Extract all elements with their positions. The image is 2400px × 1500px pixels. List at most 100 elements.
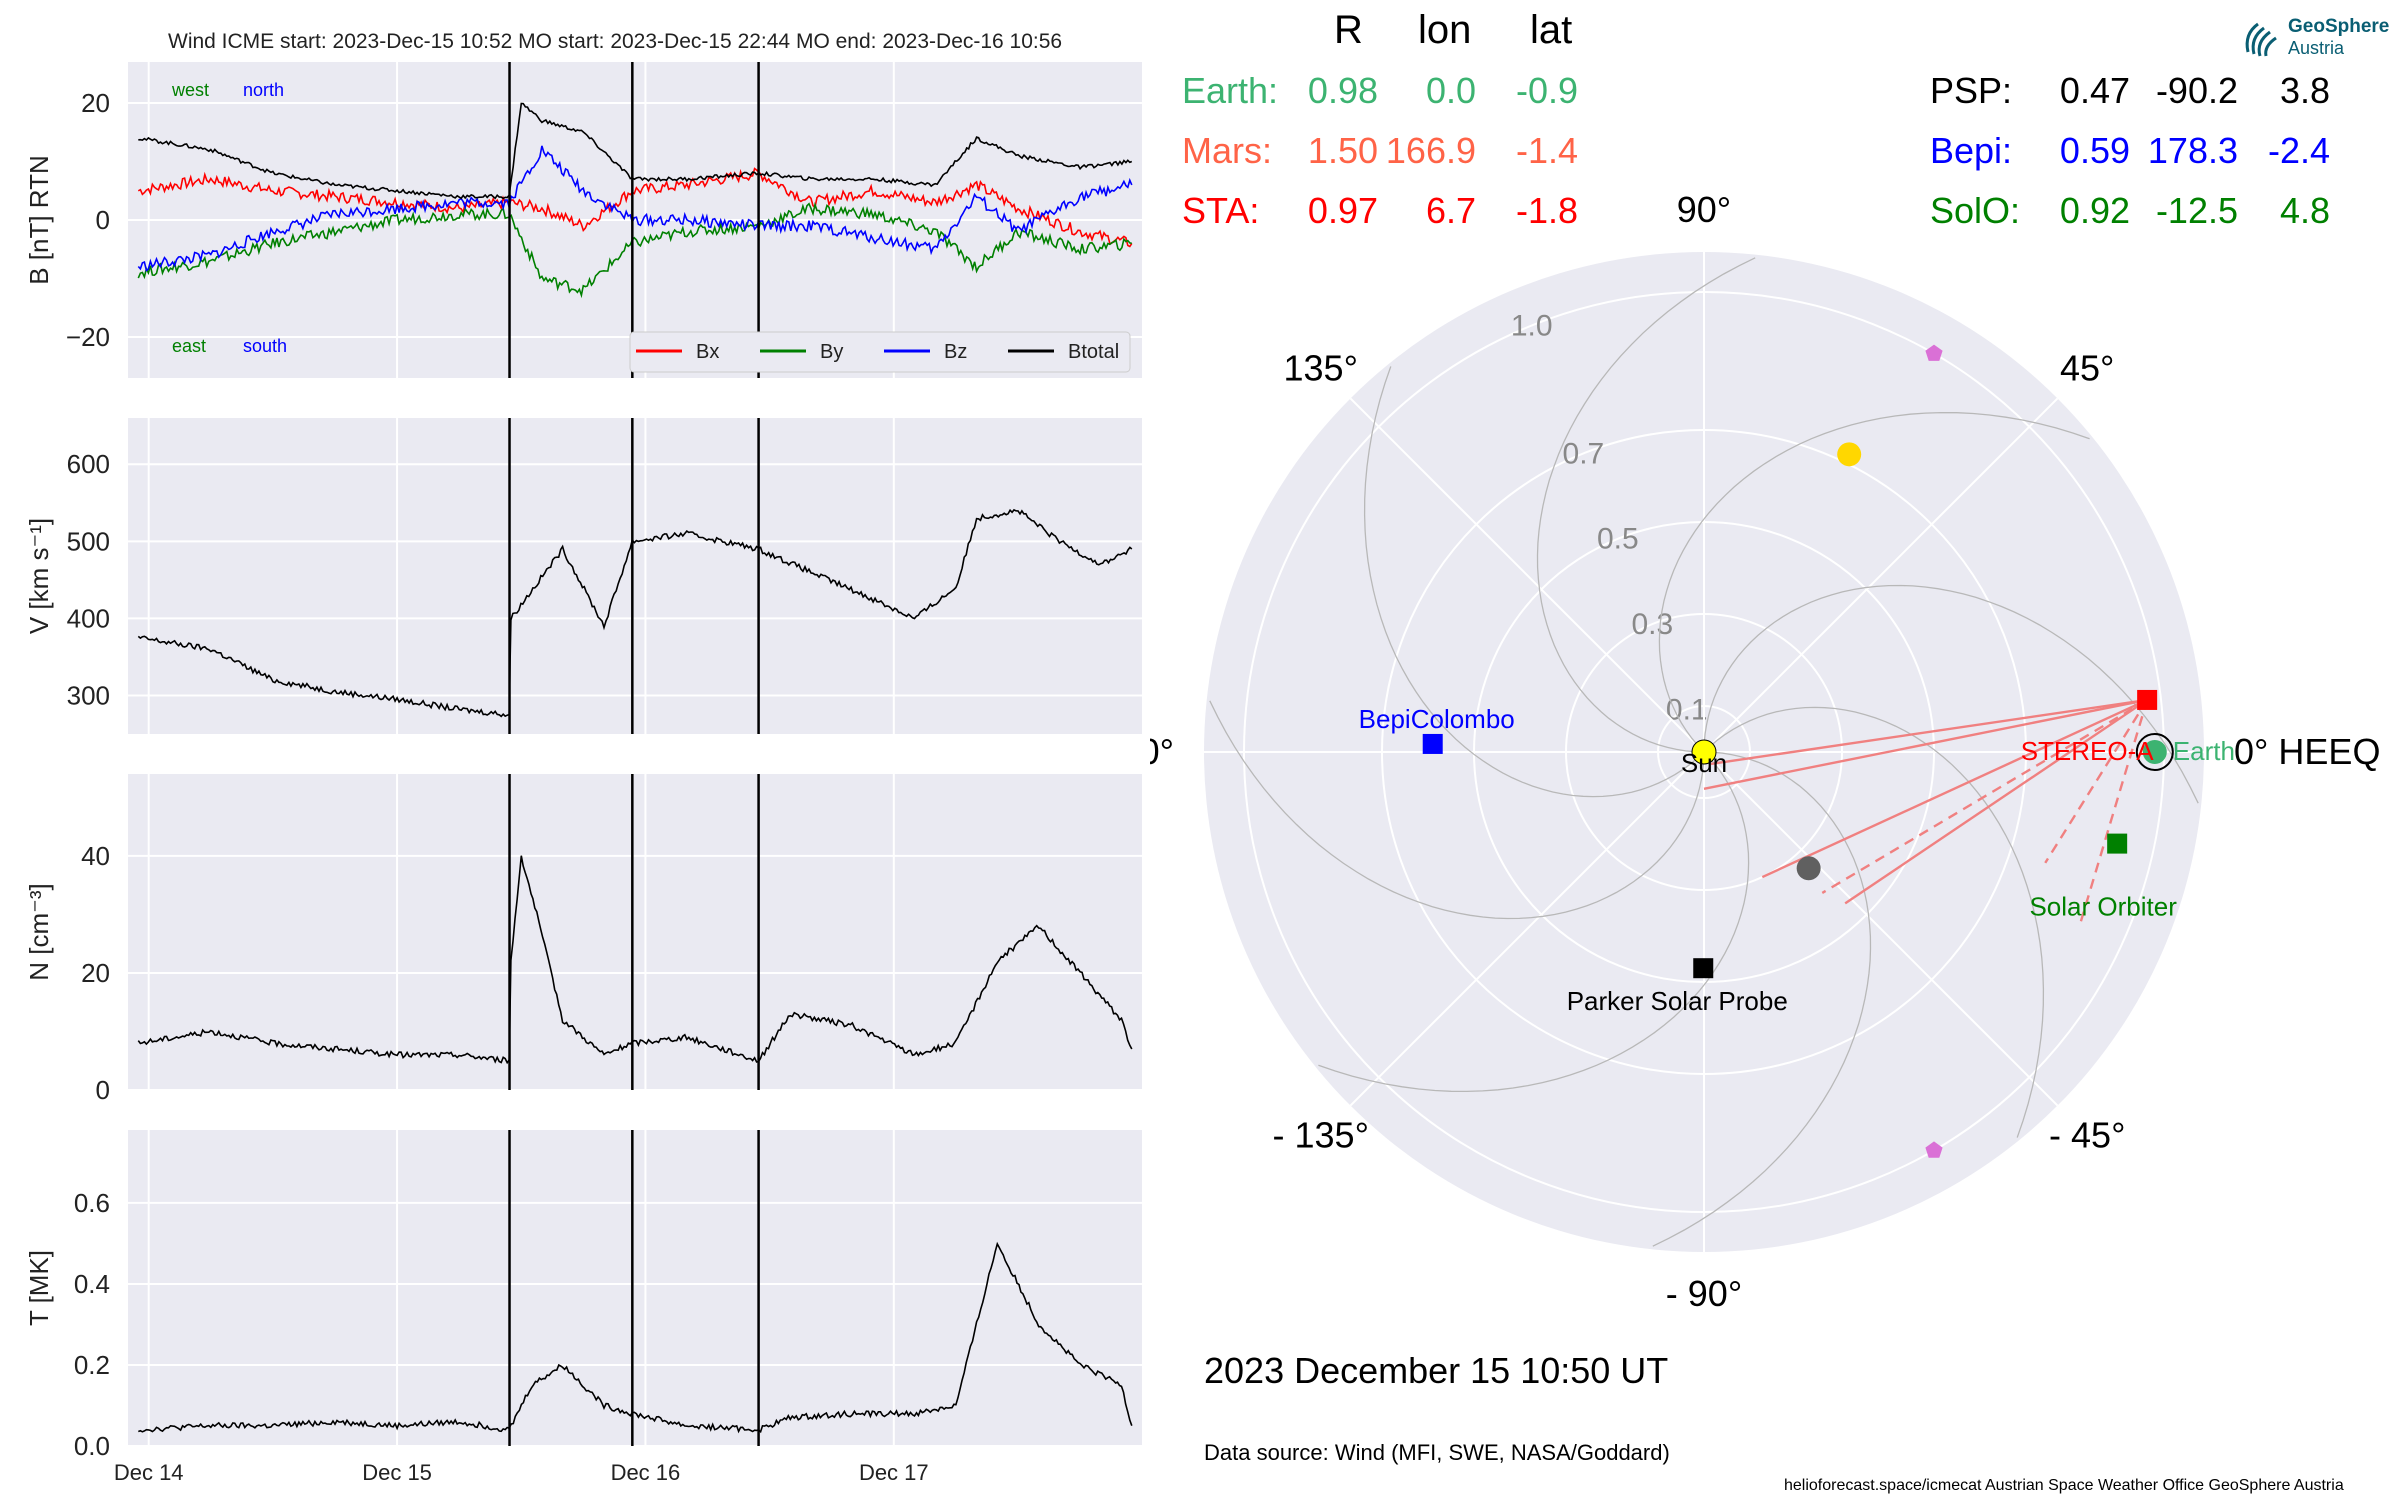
angle-label: 0° HEEQ	[2234, 731, 2380, 772]
annotation-north: north	[243, 80, 284, 100]
angular-gridline	[1349, 751, 1705, 1107]
angle-label: 135°	[1284, 348, 1358, 389]
y-tick-label: 20	[81, 958, 110, 988]
angle-label: - 135°	[1273, 1114, 1369, 1155]
marker-l4	[1925, 344, 1943, 361]
sta-fieldline	[1710, 698, 2148, 766]
earth-ring	[2135, 733, 2174, 771]
marker-square	[2107, 833, 2128, 854]
table-right-solo-r: 0.92	[2059, 190, 2130, 231]
sta-fieldline	[1703, 698, 2148, 790]
r-tick-label: 0.7	[1563, 437, 1605, 470]
legend-label-Bz: Bz	[944, 341, 967, 363]
r-tick-label: 1.0	[1511, 309, 1553, 342]
angle-label: - 90°	[1666, 1273, 1742, 1314]
marker-dot	[1837, 442, 1862, 467]
marker-square	[2137, 689, 2158, 710]
table-left-earth-lat: -0.9	[1515, 70, 1578, 111]
angle-label: 45°	[2060, 348, 2114, 389]
parker-spiral	[1703, 584, 2199, 804]
table-left-mars-name: Mars:	[1182, 130, 1272, 171]
x-tick-label: Dec 17	[859, 1460, 929, 1485]
r-tick-label: 0.3	[1631, 608, 1673, 641]
angle-label: - 45°	[2049, 1114, 2125, 1155]
parker-spiral	[1658, 411, 2090, 746]
series-line-velocity	[137, 508, 1133, 718]
marker-dot	[2142, 740, 2167, 764]
logo-text-1: GeoSphere	[2288, 16, 2390, 37]
angular-gridline	[1703, 397, 2059, 753]
marker-label: Parker Solar Probe	[1567, 986, 1788, 1016]
marker-pentagon	[1925, 344, 1943, 361]
marker-parker-solar-probe: Parker Solar Probe	[1567, 958, 1788, 1016]
geosphere-logo: GeoSphere Austria	[2240, 12, 2390, 62]
marker-dot	[1691, 739, 1717, 765]
marker-label: Earth	[2173, 736, 2235, 766]
marker-earth: Earth	[2135, 733, 2235, 771]
series-line-Bz	[137, 145, 1133, 272]
annotation-west: west	[171, 80, 209, 100]
y-tick-label: 0.0	[74, 1431, 110, 1461]
marker-sun: Sun	[1681, 739, 1727, 778]
marker-square	[1422, 733, 1443, 754]
sta-fieldline	[2044, 699, 2149, 864]
series-line-By	[137, 201, 1132, 299]
y-tick-label: 500	[67, 526, 110, 556]
legend: Bx By Bz Btotal	[629, 331, 1131, 373]
table-right-psp-r: 0.47	[2059, 70, 2130, 111]
panel-magnetic_field: 20 0 −20 B [nT] RTN	[24, 62, 1142, 378]
marker-mercury	[1796, 856, 1821, 881]
r-tick-label: 0.5	[1597, 523, 1639, 556]
y-axis-label: V [km s⁻¹]	[24, 518, 54, 634]
sta-fieldline	[1844, 698, 2148, 905]
panel-background	[128, 418, 1142, 734]
angle-label: +/- 180°	[1150, 731, 1174, 772]
marker-label: Sun	[1681, 748, 1727, 778]
table-right-solo-name: SolO:	[1930, 190, 2021, 231]
table-left-mars-r: 1.50	[1307, 130, 1378, 171]
y-axis-label: B [nT] RTN	[24, 155, 54, 285]
table-left-sta-name: STA:	[1182, 190, 1260, 231]
x-tick-label: Dec 16	[611, 1460, 681, 1485]
y-tick-label: 0.6	[74, 1188, 110, 1218]
table-right-bepi-lat: -2.4	[2267, 130, 2330, 171]
y-tick-label: 0.4	[74, 1269, 110, 1299]
table-left-sta-r: 0.97	[1307, 190, 1378, 231]
series-line-temperature	[138, 1241, 1133, 1434]
panel-velocity: 600 500 400 300 V [km s⁻¹]	[24, 418, 1142, 734]
y-tick-label: −20	[66, 322, 110, 352]
table-header-lat: lat	[1530, 8, 1573, 52]
y-tick-label: 20	[81, 88, 110, 118]
y-tick-label: 40	[81, 841, 110, 871]
footer-credits: helioforecast.space/icmecat Austrian Spa…	[1784, 1477, 2344, 1494]
marker-venus	[1837, 442, 1862, 467]
table-header-r: R	[1334, 8, 1363, 52]
table-left-earth-name: Earth:	[1182, 70, 1279, 111]
angular-gridline	[1349, 397, 1705, 753]
table-right-bepi-lon: 178.3	[2147, 130, 2238, 171]
y-axis-label: N [cm⁻³]	[24, 883, 54, 981]
table-right-bepi-r: 0.59	[2059, 130, 2130, 171]
table-header-lon: lon	[1418, 8, 1472, 52]
table-right-solo-lat: 4.8	[2279, 190, 2330, 231]
sta-fieldline	[1761, 698, 2148, 879]
marker-dot	[1796, 856, 1821, 881]
table-left-earth-r: 0.98	[1307, 70, 1378, 111]
y-tick-label: 600	[67, 449, 110, 479]
y-tick-label: 400	[67, 603, 110, 633]
annotation-east: east	[172, 336, 206, 356]
marker-square	[1693, 958, 1714, 979]
marker-label: BepiColombo	[1359, 704, 1515, 734]
y-tick-label: 300	[67, 680, 110, 710]
marker-solar-orbiter: Solar Orbiter	[2029, 833, 2177, 922]
parker-spiral	[1318, 758, 1750, 1093]
table-left-mars-lon: 166.9	[1385, 130, 1476, 171]
x-tick-label: Dec 15	[362, 1460, 432, 1485]
y-tick-label: 0.2	[74, 1350, 110, 1380]
marker-pentagon	[1925, 1141, 1943, 1158]
marker-stereo-a: STEREO-A	[2021, 689, 2158, 766]
table-left-sta-lon: 6.7	[1425, 190, 1476, 231]
logo-text-2: Austria	[2288, 38, 2345, 58]
